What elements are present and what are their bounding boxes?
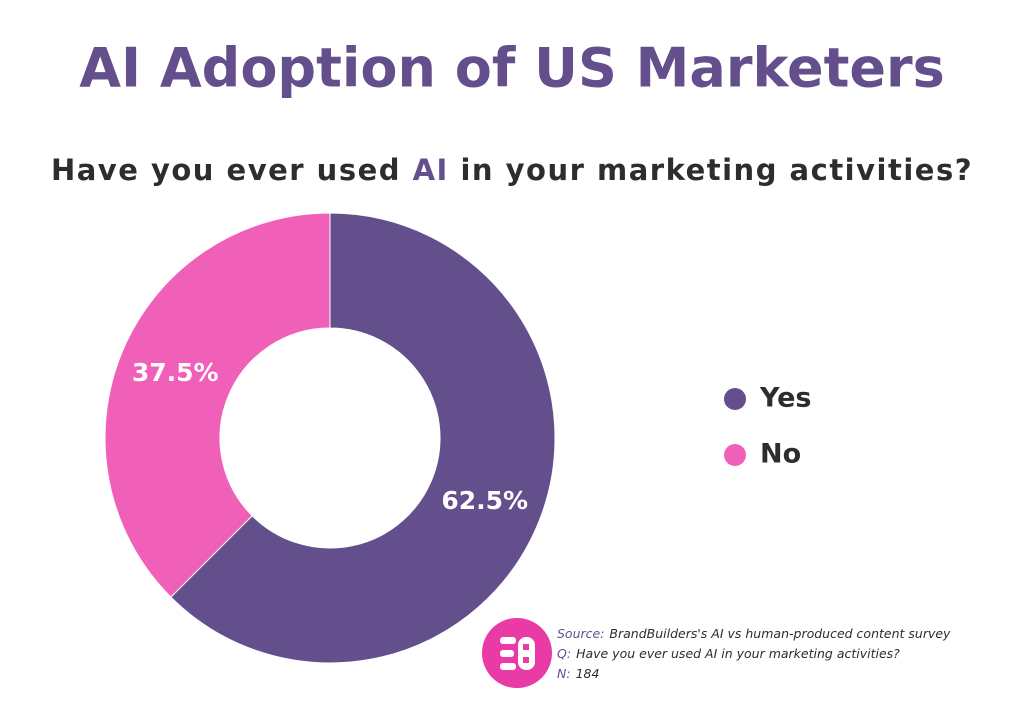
donut-slice bbox=[104, 212, 331, 598]
legend-marker bbox=[724, 444, 746, 466]
footnote-label: Source: bbox=[557, 626, 604, 641]
footnote: N: 184 bbox=[557, 666, 599, 681]
footnote-text: 184 bbox=[576, 666, 600, 681]
footnote-label: Q: bbox=[557, 646, 571, 661]
value-label: 62.5% bbox=[441, 486, 528, 515]
footnote-label: N: bbox=[557, 666, 571, 681]
chart-title: AI Adoption of US Marketers bbox=[79, 37, 945, 100]
footnote: Source: BrandBuilders's AI vs human-produ… bbox=[557, 626, 951, 641]
legend-marker bbox=[724, 388, 746, 410]
footnote-text: Have you ever used AI in your marketing … bbox=[576, 646, 900, 661]
footnote: Q: Have you ever used AI in your marketin… bbox=[557, 646, 900, 661]
value-label: 37.5% bbox=[132, 358, 219, 387]
logo bbox=[482, 618, 552, 688]
subtitle-highlight: AI bbox=[413, 153, 449, 187]
subtitle-text: Have you ever used bbox=[51, 153, 413, 187]
donut-slice bbox=[170, 212, 556, 664]
legend-label: Yes bbox=[759, 383, 811, 414]
chart-subtitle: Have you ever used AI in your marketing … bbox=[51, 153, 973, 187]
footnote-text: BrandBuilders's AI vs human-produced con… bbox=[609, 626, 951, 641]
legend-label: No bbox=[760, 439, 801, 470]
subtitle-text: in your marketing activities? bbox=[449, 153, 973, 187]
